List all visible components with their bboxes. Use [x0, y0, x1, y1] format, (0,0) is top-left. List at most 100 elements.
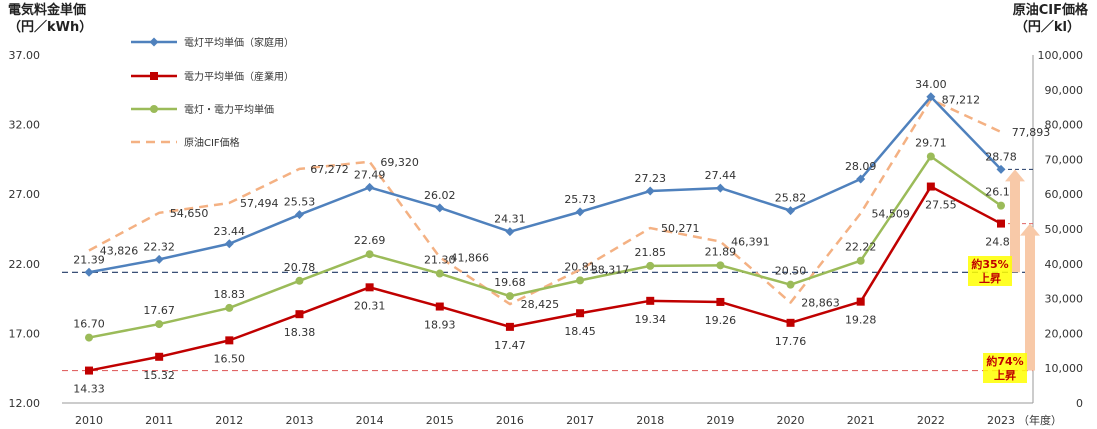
callout-74-line2: 上昇: [994, 368, 1016, 382]
data-label: 50,271: [661, 222, 700, 235]
data-label: 28,425: [521, 298, 560, 311]
x-tick-label: 2021: [847, 414, 875, 427]
data-label: 67,272: [310, 163, 349, 176]
data-label: 17.76: [775, 335, 807, 348]
callout-74-line1: 約74%: [986, 354, 1023, 368]
y-right-tick-label: 40,000: [1045, 258, 1084, 271]
y-right-tick-label: 20,000: [1045, 327, 1084, 340]
data-label: 18.45: [564, 325, 596, 338]
y-right-tick-label: 60,000: [1045, 188, 1084, 201]
data-label: 23.44: [214, 225, 246, 238]
x-tick-label: 2020: [777, 414, 805, 427]
callout-arrow-74-head: [1020, 223, 1040, 236]
data-point: [646, 296, 655, 305]
data-point: [576, 276, 585, 285]
x-tick-label: 2012: [215, 414, 243, 427]
callout-35-bg: [968, 256, 1012, 286]
data-point: [505, 227, 515, 237]
data-label: 22.22: [845, 241, 877, 254]
data-point: [926, 152, 935, 161]
data-point: [155, 320, 164, 329]
x-tick-label: 2019: [706, 414, 734, 427]
callout-74-bg: [983, 353, 1027, 383]
data-point: [576, 309, 585, 318]
data-label: 24.89: [985, 236, 1017, 249]
data-label: 54,650: [170, 207, 209, 220]
left-axis-title-line2: （円／kWh）: [8, 19, 92, 35]
data-label: 27.44: [705, 169, 737, 182]
data-point: [225, 336, 234, 345]
data-label: 19.28: [845, 314, 877, 327]
data-label: 15.32: [143, 369, 175, 382]
data-label: 29.71: [915, 136, 947, 149]
right-axis-title-line1: 原油CIF価格: [1013, 2, 1089, 18]
y-left-tick-label: 37.00: [9, 49, 41, 62]
y-left-tick-label: 22.00: [9, 258, 41, 271]
data-label: 20.31: [354, 299, 386, 312]
data-label: 22.32: [143, 240, 175, 253]
data-label: 19.26: [705, 314, 737, 327]
y-right-tick-label: 0: [1076, 397, 1083, 410]
data-label: 16.70: [73, 318, 105, 331]
data-label: 28.78: [985, 150, 1017, 163]
series-line: [88, 185, 1002, 372]
data-label: 21.85: [634, 246, 666, 259]
data-point: [155, 352, 164, 361]
data-label: 21.39: [73, 253, 105, 266]
data-point: [997, 219, 1005, 228]
data-label: 24.31: [494, 213, 526, 226]
callout-35-line1: 約35%: [971, 257, 1008, 271]
y-right-tick-label: 10,000: [1045, 362, 1084, 375]
x-tick-label: 2014: [356, 414, 384, 427]
y-right-tick-label: 30,000: [1045, 293, 1084, 306]
x-tick-label: 2022: [917, 414, 945, 427]
data-label: 27.49: [354, 168, 386, 181]
data-point: [926, 92, 936, 102]
data-label: 18.83: [214, 288, 246, 301]
data-point: [856, 297, 865, 306]
data-label: 43,826: [100, 244, 139, 257]
legend-marker: [150, 105, 158, 113]
data-label: 38,317: [591, 264, 630, 277]
data-point: [997, 201, 1005, 210]
data-point: [84, 267, 94, 277]
y-right-tick-label: 90,000: [1045, 84, 1084, 97]
data-label: 18.38: [284, 326, 316, 339]
x-tick-label: 2023: [987, 414, 1015, 427]
data-point: [365, 182, 375, 192]
data-label: 21.30: [424, 254, 456, 267]
data-point: [435, 302, 444, 311]
data-point: [786, 206, 796, 216]
data-point: [856, 256, 865, 265]
legend-marker: [149, 37, 159, 47]
data-point: [85, 333, 93, 342]
data-label: 77,893: [1012, 126, 1051, 139]
data-label: 19.34: [634, 313, 666, 326]
series-line: [88, 98, 1002, 306]
data-point: [505, 322, 514, 331]
x-tick-label: 2018: [636, 414, 664, 427]
x-tick-label: 2010: [75, 414, 103, 427]
data-point: [856, 174, 866, 184]
data-label: 28.09: [845, 160, 877, 173]
data-label: 18.93: [424, 319, 456, 332]
data-point: [575, 207, 585, 217]
legend-label: 電灯・電力平均単価: [184, 103, 274, 116]
data-point: [646, 261, 655, 270]
legend-label: 原油CIF価格: [184, 136, 240, 149]
data-label: 16.50: [214, 352, 246, 365]
data-label: 25.73: [564, 193, 596, 206]
data-label: 25.53: [284, 196, 316, 209]
x-tick-label: 2016: [496, 414, 524, 427]
data-point: [786, 280, 795, 289]
callout-35-line2: 上昇: [979, 271, 1001, 285]
series-line: [88, 95, 1002, 274]
x-tick-label: 2015: [426, 414, 454, 427]
y-left-tick-label: 32.00: [9, 119, 41, 132]
data-label: 34.00: [915, 78, 947, 91]
legend-label: 電力平均単価（産業用）: [184, 70, 294, 83]
legend-marker: [150, 72, 158, 80]
data-label: 69,320: [380, 156, 419, 169]
x-unit-label: （年度）: [1018, 413, 1062, 427]
